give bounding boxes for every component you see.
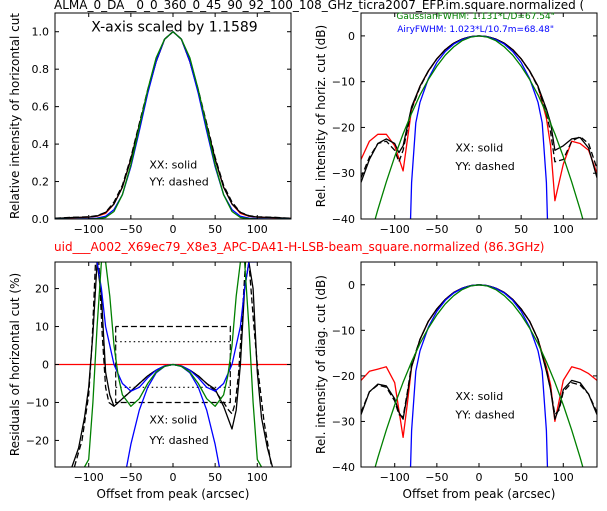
plot-area-p1 — [55, 31, 291, 219]
series-line-green-solid — [83, 262, 263, 467]
y-tick-label: 0.0 — [32, 213, 50, 226]
y-tick-label: 10 — [35, 321, 49, 334]
annotation-text: YY: dashed — [454, 160, 514, 173]
y-tick-label: −30 — [332, 415, 355, 428]
y-tick-label: −10 — [332, 324, 355, 337]
x-tick-label: 50 — [514, 471, 528, 484]
y-tick-label: 0.8 — [32, 63, 50, 76]
x-tick-label: −50 — [425, 471, 448, 484]
y-tick-label: 1.0 — [32, 26, 50, 39]
y-axis-label: Relative intensity of horizontal cut — [8, 13, 22, 219]
series-line-green-solid — [374, 35, 584, 219]
series-line-green-solid — [374, 284, 584, 467]
y-tick-label: −40 — [332, 461, 355, 474]
y-tick-label: 0 — [42, 359, 49, 372]
x-tick-label: 0 — [170, 471, 177, 484]
x-tick-label: 100 — [553, 223, 574, 236]
y-axis-label: Rel. intensity of horiz. cut (dB) — [314, 25, 328, 207]
x-tick-label: 100 — [247, 471, 268, 484]
annotation-text: XX: solid — [455, 142, 503, 155]
y-tick-label: 0.4 — [32, 138, 50, 151]
panels: −100 −50 0 50 1000.00.20.40.60.81.0Relative … — [8, 12, 598, 501]
y-axis-label: Rel. intensity of diag. cut (dB) — [314, 275, 328, 454]
annotation-text: AiryFWHM: 1.023*L/10.7m=68.48" — [397, 25, 554, 35]
y-tick-label: 0 — [348, 279, 355, 292]
series-line-black-dashed — [361, 284, 597, 418]
series-line-black-dashed — [361, 35, 597, 179]
y-tick-label: 0.2 — [32, 176, 50, 189]
y-tick-label: −40 — [332, 213, 355, 226]
y-tick-label: −10 — [332, 76, 355, 89]
y-tick-label: 0 — [348, 30, 355, 43]
panel-p1: −100 −50 0 50 100 0.0 0.2 0.4 0.6 0.8 1.0 Relative … — [8, 12, 292, 236]
figure-title-mid: uid___A002_X69ec79_X8e3_APC-DA41-H-LSB-b… — [54, 240, 544, 254]
x-tick-label: −50 — [119, 471, 142, 484]
series-line-green-solid — [55, 31, 291, 219]
annotation-text: XX: solid — [149, 158, 197, 171]
annotation-text: YY: dashed — [148, 434, 208, 447]
x-tick-label: −100 — [74, 223, 104, 236]
y-tick-label: −10 — [26, 396, 49, 409]
annotation-text: YY: dashed — [454, 408, 514, 421]
x-tick-label: −100 — [74, 471, 104, 484]
x-tick-label: 100 — [553, 471, 574, 484]
reference-line — [115, 325, 231, 404]
plot-area-p4 — [361, 284, 597, 467]
y-tick-label: 0.6 — [32, 101, 50, 114]
x-tick-label: 50 — [208, 223, 222, 236]
x-tick-label: −50 — [425, 223, 448, 236]
x-tick-label: −100 — [380, 471, 410, 484]
x-tick-label: 50 — [208, 471, 222, 484]
y-tick-label: −20 — [26, 434, 49, 447]
annotation-text: X-axis scaled by 1.1589 — [91, 20, 257, 36]
plot-area-p3 — [55, 262, 291, 467]
y-tick-label: −20 — [332, 370, 355, 383]
figure-title-top: ALMA_0_DA__0_0_360_0_45_90_92_100_108_GH… — [54, 0, 584, 12]
x-tick-label: 0 — [476, 471, 483, 484]
y-tick-label: −30 — [332, 167, 355, 180]
x-tick-label: 0 — [476, 223, 483, 236]
y-tick-label: −20 — [332, 121, 355, 134]
x-tick-label: −50 — [119, 223, 142, 236]
x-axis-label: Offset from peak (arcsec) — [97, 487, 250, 501]
x-tick-label: 50 — [514, 223, 528, 236]
plot-area-p2 — [361, 35, 597, 219]
y-axis-label: Residuals of horizontal cut (%) — [8, 273, 22, 456]
annotation-text: XX: solid — [149, 413, 197, 426]
annotation-text: GaussianFWHM: 1.131*L/D=67.54" — [396, 12, 554, 22]
annotation-text: XX: solid — [455, 390, 503, 403]
x-tick-label: −100 — [380, 223, 410, 236]
x-tick-label: 0 — [170, 223, 177, 236]
y-tick-label: 20 — [35, 283, 49, 296]
x-tick-label: 100 — [247, 223, 268, 236]
x-axis-label: Offset from peak (arcsec) — [403, 487, 556, 501]
annotation-text: YY: dashed — [148, 175, 208, 188]
